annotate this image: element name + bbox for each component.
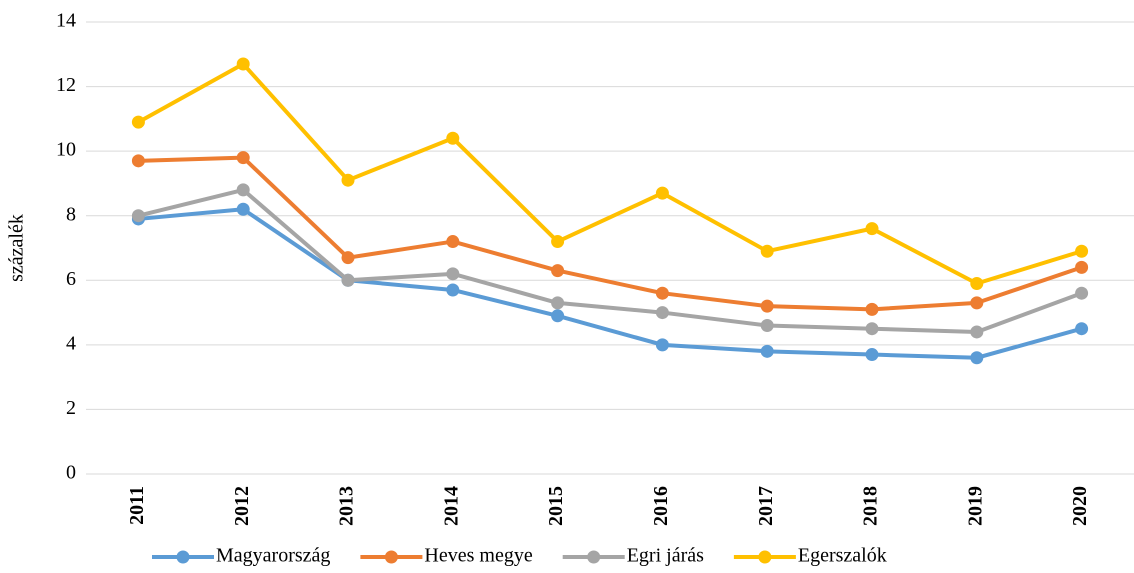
data-point: [655, 286, 669, 300]
y-tick-label: 14: [56, 10, 76, 32]
data-point: [1075, 322, 1089, 336]
x-tick-label: 2012: [231, 486, 253, 526]
data-point: [655, 186, 669, 200]
data-point: [1075, 286, 1089, 300]
series-line: [137, 187, 1083, 334]
legend-label: Heves megye: [424, 545, 532, 567]
data-point: [655, 338, 669, 352]
data-point: [446, 267, 460, 281]
y-axis-label: százalék: [6, 214, 28, 282]
data-point: [446, 131, 460, 145]
data-point: [1075, 260, 1089, 274]
data-point: [970, 351, 984, 365]
y-tick-label: 6: [66, 268, 76, 290]
series-line: [137, 61, 1083, 286]
data-point: [970, 277, 984, 291]
y-tick-label: 0: [66, 462, 76, 484]
legend-label: Egri járás: [627, 545, 704, 567]
data-point: [760, 244, 774, 258]
data-point: [655, 306, 669, 320]
x-tick-label: 2017: [755, 486, 777, 526]
data-point: [551, 296, 565, 310]
data-point: [131, 115, 145, 129]
data-point: [551, 264, 565, 278]
x-tick-label: 2015: [545, 486, 567, 526]
data-point: [236, 183, 250, 197]
x-tick-label: 2014: [440, 486, 462, 526]
data-point: [865, 348, 879, 362]
legend-marker: [758, 550, 772, 564]
legend-marker: [176, 550, 190, 564]
data-point: [341, 251, 355, 265]
data-point: [865, 322, 879, 336]
x-tick-label: 2018: [860, 486, 882, 526]
series-line: [138, 155, 1083, 312]
legend-label: Magyarország: [216, 545, 330, 567]
y-tick-label: 2: [66, 397, 76, 419]
legend-marker: [384, 550, 398, 564]
x-tick-label: 2019: [964, 486, 986, 526]
y-tick-label: 8: [66, 203, 76, 225]
data-point: [970, 296, 984, 310]
data-point: [1075, 244, 1089, 258]
legend-marker: [587, 550, 601, 564]
data-point: [865, 302, 879, 316]
legend-label: Egerszalók: [798, 545, 887, 567]
data-point: [760, 299, 774, 313]
data-point: [341, 173, 355, 187]
data-point: [131, 154, 145, 168]
data-point: [446, 235, 460, 249]
x-tick-label: 2020: [1069, 486, 1091, 526]
data-point: [551, 235, 565, 249]
x-tick-label: 2013: [336, 486, 358, 526]
y-tick-label: 10: [56, 139, 76, 161]
data-point: [341, 273, 355, 287]
series-line: [138, 207, 1083, 360]
data-point: [551, 309, 565, 323]
data-point: [760, 344, 774, 358]
x-tick-label: 2011: [126, 486, 148, 525]
data-point: [236, 202, 250, 216]
data-point: [236, 57, 250, 71]
y-tick-label: 12: [56, 74, 76, 96]
data-point: [760, 318, 774, 332]
data-point: [970, 325, 984, 339]
y-tick-label: 4: [66, 332, 76, 354]
data-point: [446, 283, 460, 297]
data-point: [131, 209, 145, 223]
data-point: [865, 222, 879, 236]
x-tick-label: 2016: [650, 486, 672, 526]
data-point: [236, 151, 250, 165]
